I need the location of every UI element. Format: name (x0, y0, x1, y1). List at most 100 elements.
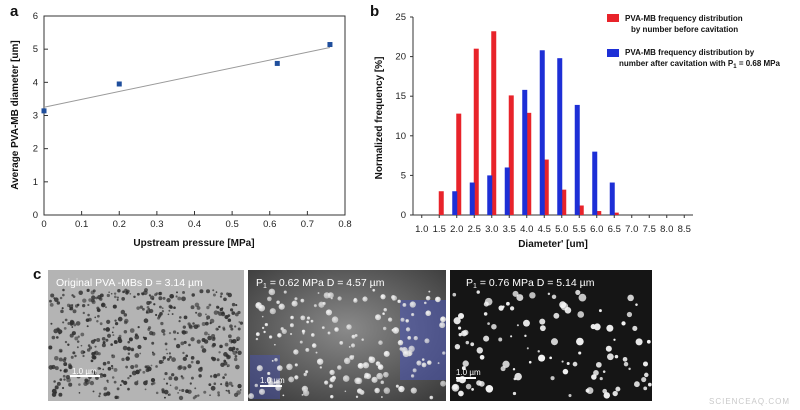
micrograph-original-particle (182, 356, 187, 362)
micrograph-original-particle (175, 295, 178, 298)
micrograph-original-particle (68, 363, 72, 367)
micrograph-original-particle (81, 303, 86, 308)
micrograph-062mpa-bubbles (248, 288, 447, 400)
micrograph-original-particle (143, 290, 148, 296)
micrograph-062mpa-bubble (311, 343, 317, 348)
micrograph-original-particle (121, 357, 125, 362)
panel-b-bar-after (469, 182, 475, 215)
micrograph-062mpa-bubble (267, 371, 271, 376)
micrograph-062mpa-bubble (277, 333, 282, 338)
micrograph-062mpa-bubble (282, 394, 285, 397)
micrograph-original-particle (67, 343, 70, 346)
panel-a-x-tick-label: 0.1 (75, 219, 88, 230)
micrograph-062mpa-bubble (299, 340, 303, 344)
micrograph-original-particle (51, 388, 57, 394)
micrograph-original-particle (87, 303, 90, 307)
micrograph-original-particle (105, 306, 107, 309)
micrograph-original-particle (152, 381, 156, 385)
micrograph-076mpa-bubble (562, 368, 569, 375)
micrograph-original-particle (123, 313, 128, 317)
micrograph-076mpa-bubble (476, 347, 483, 354)
panel-b-bar-after (487, 175, 493, 215)
micrograph-original-particle (67, 321, 71, 325)
panel-b-x-axis-label: Diameter' [um] (518, 239, 588, 250)
micrograph-original-particle (126, 346, 131, 351)
micrograph-062mpa-bubble (337, 296, 342, 301)
micrograph-original-particle (158, 360, 163, 364)
panel-a-y-tick-label: 1 (33, 177, 38, 188)
panel-a-x-tick-label: 0 (41, 219, 46, 230)
micrograph-original-particle (161, 307, 164, 310)
legend-after-line2-text: number after cavitation with P (619, 59, 734, 68)
micrograph-original-particle (71, 303, 74, 306)
micrograph-076mpa-bubble (622, 356, 628, 362)
panel-b-bar-after (592, 151, 598, 215)
micrograph-062mpa-bubble (400, 317, 405, 322)
micrograph-original-particle (134, 364, 139, 368)
micrograph-062mpa-bubble (374, 387, 380, 394)
micrograph-062mpa-bubble (413, 335, 418, 341)
micrograph-original-particle (120, 309, 126, 315)
micrograph-076mpa-bubble (471, 388, 474, 391)
micrograph-076mpa-bubble (634, 381, 640, 388)
micrograph-original-particle (92, 390, 95, 393)
panel-b-x-tick-label: 8.0 (660, 224, 673, 235)
micrograph-062mpa-bubble (375, 314, 382, 321)
micrograph-062mpa-bubble (348, 346, 351, 348)
micrograph-original-particle (176, 332, 179, 335)
micrograph-076mpa-bubble (465, 383, 472, 390)
micrograph-original-particle (228, 392, 231, 394)
micrograph-original-particle (190, 337, 195, 342)
micrograph-original-particle (103, 386, 108, 391)
micrograph-original-particle (235, 347, 239, 351)
micrograph-062mpa-bubble (427, 360, 432, 365)
micrograph-062mpa-bubble (311, 333, 315, 337)
micrograph-062mpa-bubble (376, 361, 380, 365)
micrograph-062mpa-bubble (410, 387, 417, 394)
micrograph-original-particle (142, 307, 145, 311)
micrograph-original-particle (89, 380, 95, 386)
micrograph-062mpa-bubble (405, 327, 411, 332)
micrograph-062mpa-bubble (439, 322, 446, 329)
micrograph-original-particle (226, 365, 229, 368)
micrograph-original-particle (152, 352, 156, 356)
micrograph-original-particle (102, 373, 107, 378)
micrograph-original-particle (95, 376, 99, 380)
micrograph-062mpa-bubble (303, 372, 307, 377)
micrograph-original-particle (196, 339, 201, 344)
micrograph-062mpa-bubble (365, 373, 372, 380)
micrograph-062mpa-bubble (330, 297, 333, 300)
micrograph-original-particle (201, 348, 207, 353)
panel-a-plot-frame (43, 15, 346, 216)
micrograph-original-particle (129, 328, 135, 333)
panel-b-x-tick-label: 7.0 (625, 224, 638, 235)
micrograph-original-particle (134, 353, 140, 358)
micrograph-original-particle (127, 376, 130, 380)
micrograph-original-particle (231, 384, 234, 388)
micrograph-076mpa-bubble (564, 306, 572, 314)
panel-b-histogram-chart: b 1.0 1.5 2.0 2.5 3.0 3.5 4.0 4.5 5.0 5.5 6.0 6.5 7.… (370, 3, 781, 250)
micrograph-062mpa-bubble (391, 328, 395, 332)
micrograph-original-particle (113, 367, 118, 372)
micrograph-original-particle (125, 356, 130, 361)
micrograph-original-particle (180, 341, 185, 346)
micrograph-original-particle (111, 354, 116, 359)
micrograph-original-particle (221, 307, 224, 310)
micrograph-original-particle (224, 373, 227, 376)
micrograph-076mpa-bubble (502, 360, 510, 368)
micrograph-076mpa-bubble (632, 325, 638, 331)
micrograph-original-particle (77, 335, 80, 338)
micrograph-062mpa-blue-region-left (250, 355, 280, 399)
micrograph-062mpa-bubble (289, 323, 294, 328)
panel-b-x-tick-label: 2.5 (468, 224, 481, 235)
micrograph-original-particle (205, 313, 207, 316)
micrograph-original-particle (91, 352, 95, 356)
panel-a-data-point (327, 42, 333, 48)
micrograph-original-particle (228, 346, 233, 352)
micrograph-076mpa-bubble (593, 370, 599, 376)
micrograph-original-particle (131, 348, 134, 351)
micrograph-original-particle (139, 352, 142, 355)
micrograph-076mpa-bubble (595, 361, 602, 368)
micrograph-original-particle (80, 332, 85, 337)
